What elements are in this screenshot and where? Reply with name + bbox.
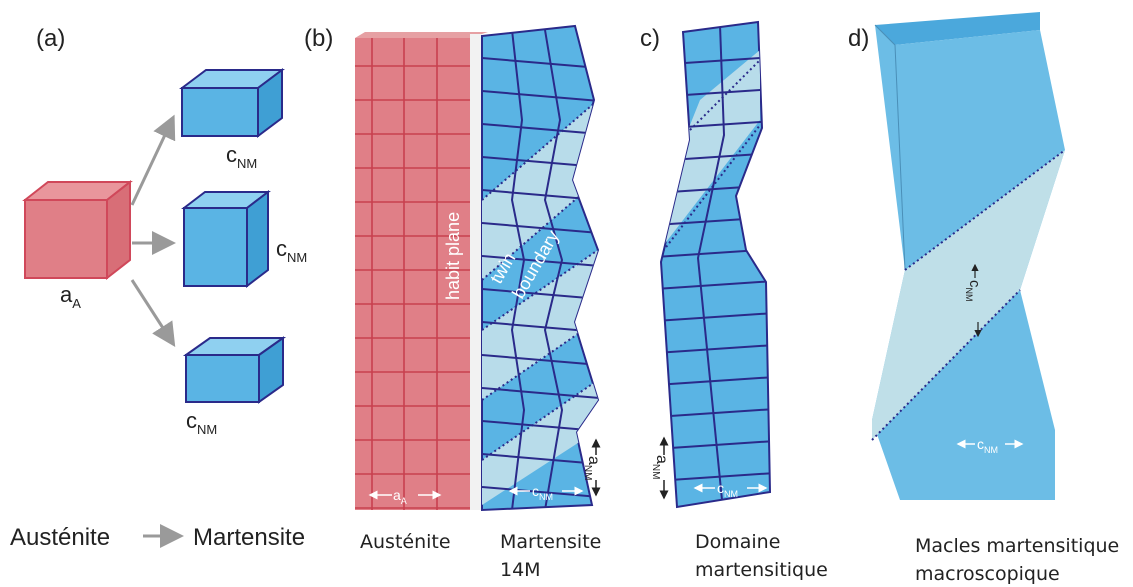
grid-line <box>482 255 598 267</box>
lattice-param: cNM <box>964 280 983 302</box>
block-top <box>875 12 1040 45</box>
grid-line <box>482 123 598 135</box>
twins <box>482 29 598 510</box>
caption: Martensite <box>193 524 305 551</box>
panel-c: c) aNM cNM Domaine martensitique <box>640 20 828 581</box>
caption: Austénite <box>10 524 110 551</box>
austenite-grid <box>355 38 470 510</box>
grid-line <box>482 57 598 69</box>
grid-line <box>661 344 770 354</box>
grid-line <box>482 288 598 300</box>
habit-plane-label: habit plane <box>443 212 463 300</box>
caption: Macles martensitique <box>915 535 1119 557</box>
grid-line <box>482 222 598 234</box>
lattice-param: cNM <box>276 236 307 265</box>
austenite-top <box>355 32 488 38</box>
caption: macroscopique <box>915 563 1060 585</box>
lattice-param: cNM <box>226 142 257 171</box>
twin-band <box>872 150 1065 440</box>
lattice-param: cNM <box>186 408 217 437</box>
grid-line <box>661 376 770 386</box>
grid-line <box>661 440 770 450</box>
panel-d: d) cNM cNM Macles martensitique macrosco… <box>848 12 1119 585</box>
panel-label: c) <box>640 25 660 52</box>
panel-label: d) <box>848 25 869 52</box>
grid-line <box>696 24 726 501</box>
grid-line <box>661 408 770 418</box>
lattice-param: cNM <box>532 483 553 502</box>
panel-label: (b) <box>304 25 333 52</box>
lattice-param: cNM <box>977 436 998 455</box>
caption: Austénite <box>360 531 451 553</box>
lattice-param: aNM <box>582 456 602 480</box>
lattice-param: cNM <box>717 480 738 499</box>
grid-line <box>482 453 598 465</box>
austenite-cube <box>22 179 133 281</box>
grid-line <box>482 90 598 102</box>
grid-line <box>543 29 564 510</box>
caption: Martensite <box>500 531 601 553</box>
caption: martensitique <box>695 559 828 581</box>
grid-line <box>661 280 770 290</box>
habit-plane <box>470 34 482 510</box>
lattice-param: aA <box>393 487 407 506</box>
caption: 14M <box>500 559 541 581</box>
lattice-param: aNM <box>650 455 670 479</box>
panel-label: (a) <box>36 25 65 52</box>
grid-line <box>510 29 526 510</box>
grid-line <box>661 312 770 322</box>
grid-line <box>482 387 598 399</box>
austenite-block <box>355 38 470 510</box>
arrows <box>130 114 176 348</box>
panel-a: (a) aA cNM cNM cNM Austénite Martensite <box>10 25 307 551</box>
twin-boundary <box>871 149 1066 441</box>
caption: Domaine <box>695 531 780 553</box>
lattice-param: aA <box>60 282 81 311</box>
martensite-cube <box>179 68 287 404</box>
panel-b: (b) habit plane twin boundary aA cNM aNM… <box>304 24 602 581</box>
